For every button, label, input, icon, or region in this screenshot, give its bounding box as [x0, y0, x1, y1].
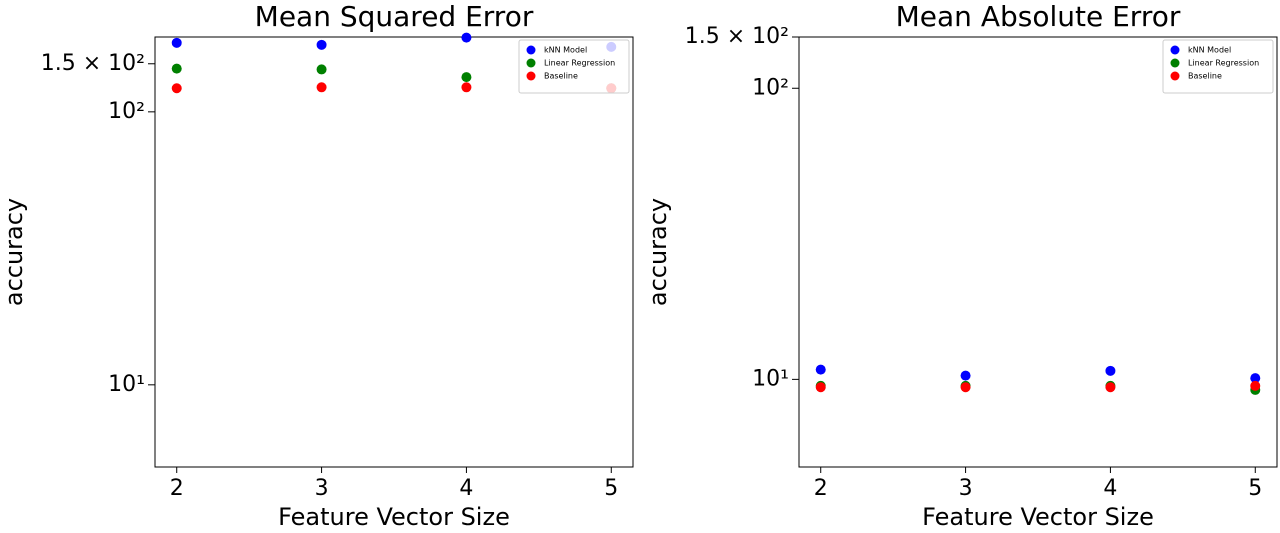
chart-title: Mean Absolute Error	[896, 0, 1181, 33]
x-tick-label: 5	[1248, 476, 1262, 501]
legend-label: Baseline	[544, 72, 578, 81]
x-axis-label: Feature Vector Size	[922, 503, 1154, 531]
point	[1250, 380, 1261, 391]
x-tick-label: 2	[170, 476, 184, 501]
point	[1105, 382, 1116, 393]
x-tick-label: 5	[604, 476, 618, 501]
x-tick-label: 4	[1103, 476, 1117, 501]
point	[316, 64, 327, 75]
plot-frame	[154, 36, 634, 468]
legend-marker	[526, 71, 536, 81]
point	[1250, 373, 1261, 384]
point	[171, 37, 182, 48]
x-tick-label: 3	[959, 476, 973, 501]
legend-label: kNN Model	[544, 46, 587, 55]
point	[171, 83, 182, 94]
legend-marker	[526, 45, 536, 55]
legend-marker	[1170, 71, 1180, 81]
legend-label: Baseline	[1188, 72, 1222, 81]
point	[461, 72, 472, 83]
legend-marker	[1170, 45, 1180, 55]
point	[171, 63, 182, 74]
y-axis-label: accuracy	[0, 198, 28, 306]
y-tick-label: 1.5 × 10²	[41, 51, 145, 76]
y-tick-label: 10²	[108, 99, 145, 124]
x-tick-label: 4	[459, 476, 473, 501]
y-axis-label: accuracy	[644, 198, 672, 306]
legend-marker	[1170, 58, 1180, 68]
legend-marker	[526, 58, 536, 68]
point	[960, 370, 971, 381]
legend-label: Linear Regression	[1188, 59, 1259, 68]
plot-frame	[798, 36, 1278, 468]
point	[815, 382, 826, 393]
point	[461, 32, 472, 43]
legend-label: kNN Model	[1188, 46, 1231, 55]
x-tick-label: 2	[814, 476, 828, 501]
point	[815, 364, 826, 375]
legend-box	[518, 39, 630, 94]
y-tick-label: 10¹	[108, 372, 145, 397]
y-tick-label: 1.5 × 10²	[685, 24, 789, 49]
point	[960, 382, 971, 393]
y-tick-label: 10¹	[752, 366, 789, 391]
point	[1105, 365, 1116, 376]
chart-title: Mean Squared Error	[255, 0, 534, 33]
legend-box	[1162, 39, 1274, 94]
point	[316, 82, 327, 93]
point	[461, 82, 472, 93]
y-tick-label: 10²	[752, 75, 789, 100]
x-axis-label: Feature Vector Size	[278, 503, 510, 531]
point	[316, 39, 327, 50]
x-tick-label: 3	[315, 476, 329, 501]
legend-label: Linear Regression	[544, 59, 615, 68]
